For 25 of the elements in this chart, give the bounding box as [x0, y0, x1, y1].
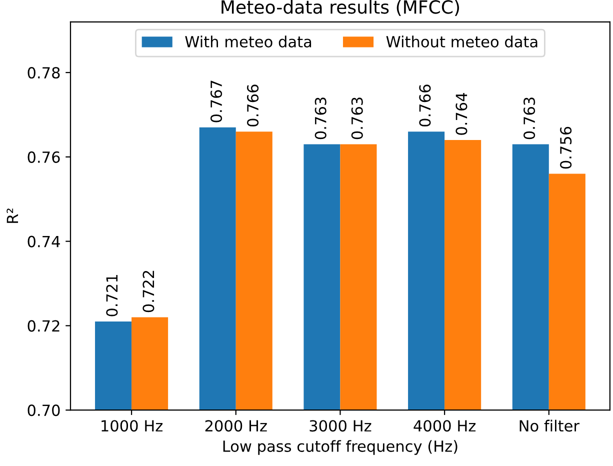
data-label: 0.721	[106, 274, 118, 316]
legend-label: With meteo data	[185, 36, 312, 48]
data-label: 0.756	[560, 126, 572, 169]
x-tick-label: 2000 Hz	[205, 420, 267, 432]
y-tick-label: 0.70	[28, 404, 60, 416]
legend-label: Without meteo data	[386, 36, 538, 48]
data-label: 0.766	[419, 84, 431, 126]
chart-title: Meteo-data results (MFCC)	[222, 0, 459, 16]
y-tick-label: 0.72	[28, 320, 60, 332]
data-label: 0.764	[456, 92, 468, 135]
y-axis-title: R²	[6, 208, 18, 223]
data-label: 0.763	[524, 98, 536, 140]
x-tick-label: 4000 Hz	[414, 420, 476, 432]
x-tick-label: No filter	[520, 420, 580, 432]
x-axis-title: Low pass cutoff frequency (Hz)	[223, 440, 458, 455]
x-tick-label: 1000 Hz	[102, 420, 162, 432]
y-tick-label: 0.76	[28, 151, 60, 163]
y-tick-label: 0.78	[28, 67, 60, 79]
data-label: 0.766	[247, 84, 259, 126]
y-tick-label: 0.74	[28, 236, 60, 248]
data-label: 0.767	[210, 80, 222, 122]
data-label: 0.722	[142, 270, 154, 312]
data-label: 0.763	[351, 98, 363, 140]
x-tick-label: 3000 Hz	[310, 420, 372, 432]
data-label: 0.763	[314, 98, 326, 140]
